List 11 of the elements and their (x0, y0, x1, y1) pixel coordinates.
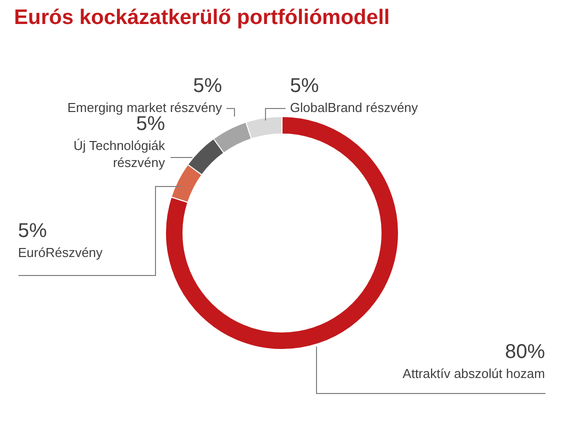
slice-label: Új Technológiák részvény (73, 138, 166, 170)
data-label: 5% (136, 113, 166, 135)
slice-label: EuróRészvény (18, 245, 104, 260)
data-label: 80% (504, 341, 546, 363)
data-label: 5% (18, 220, 48, 242)
slice-label: Attraktív abszolút hozam (402, 366, 545, 381)
slice-label: GlobalBrand részvény (290, 100, 418, 115)
slice-label: Emerging market részvény (67, 100, 222, 115)
data-label: 5% (290, 75, 320, 97)
chart-title: Eurós kockázatkerülő portfóliómodell (14, 6, 390, 30)
data-label: 5% (193, 75, 222, 97)
